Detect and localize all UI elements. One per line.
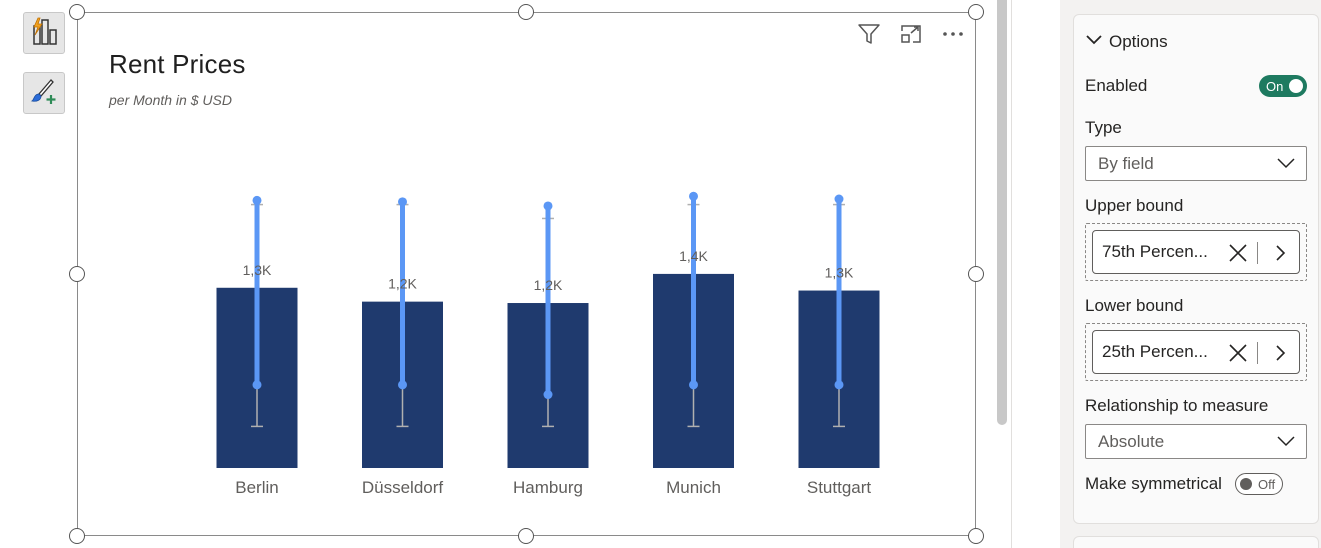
format-visual-icon <box>29 77 59 110</box>
make-symmetrical-toggle[interactable]: Off <box>1235 473 1283 495</box>
type-label: Type <box>1085 118 1122 137</box>
data-label-0: 1,3K <box>243 262 272 278</box>
next-card <box>1073 536 1319 548</box>
data-label-1: 1,2K <box>388 276 417 292</box>
build-visual-icon <box>30 16 58 51</box>
canvas-scrollbar[interactable] <box>997 0 1007 425</box>
error-band-upper-point-0 <box>252 195 262 205</box>
x-tick-label-0: Berlin <box>235 478 278 497</box>
bar-chart-visual[interactable]: 1,3K Berlin 1,2K Düsseldorf 1,2K Hamburg 1,4K M… <box>77 12 976 536</box>
lower-bound-field-pill[interactable]: 25th Percen... <box>1092 330 1300 374</box>
error-band-lower-point-0 <box>252 380 262 390</box>
visual-title: Rent Prices <box>109 49 246 79</box>
x-tick-label-1: Düsseldorf <box>362 478 444 497</box>
lower-bound-label: Lower bound <box>1085 296 1184 315</box>
error-band-lower-point-3 <box>689 380 698 390</box>
x-tick-label-3: Munich <box>666 478 721 497</box>
options-section-header[interactable]: Options <box>1085 32 1168 52</box>
upper-bound-field-pill[interactable]: 75th Percen... <box>1092 230 1300 274</box>
error-band-upper-point-1 <box>398 197 407 207</box>
close-icon[interactable] <box>1227 342 1249 364</box>
resize-handle-bottom[interactable] <box>518 528 534 544</box>
format-visual-button[interactable] <box>23 72 65 114</box>
type-dropdown[interactable]: By field <box>1085 146 1307 181</box>
type-dropdown-value: By field <box>1098 153 1154 173</box>
enabled-label: Enabled <box>1085 76 1148 95</box>
error-band-upper-point-2 <box>543 201 553 211</box>
toggle-knob <box>1289 79 1303 93</box>
upper-bound-field-well[interactable]: 75th Percen... <box>1085 223 1307 281</box>
toggle-knob <box>1240 478 1252 490</box>
chevron-down-icon <box>1085 32 1103 52</box>
chevron-down-icon <box>1276 154 1296 174</box>
chart-area: 1,3K Berlin 1,2K Düsseldorf 1,2K Hamburg 1,4K M… <box>216 191 880 497</box>
more-options-icon[interactable] <box>937 21 969 47</box>
data-label-2: 1,2K <box>534 277 563 293</box>
resize-handle-top-left[interactable] <box>69 4 85 20</box>
filter-icon[interactable] <box>853 21 885 47</box>
chevron-right-icon[interactable] <box>1269 342 1291 364</box>
error-band-upper-point-3 <box>689 191 698 201</box>
data-label-3: 1,4K <box>679 248 708 264</box>
focus-mode-icon[interactable] <box>895 21 927 47</box>
pill-divider <box>1257 242 1258 264</box>
lower-bound-field-well[interactable]: 25th Percen... <box>1085 323 1307 381</box>
close-icon[interactable] <box>1227 242 1249 264</box>
resize-handle-top[interactable] <box>518 4 534 20</box>
error-band-lower-point-2 <box>543 390 553 400</box>
error-band-lower-point-1 <box>398 380 407 390</box>
relationship-dropdown[interactable]: Absolute <box>1085 424 1307 459</box>
lower-bound-field-name: 25th Percen... <box>1102 342 1208 361</box>
visual-subtitle: per Month in $ USD <box>109 92 232 108</box>
error-band-upper-point-4 <box>834 194 844 204</box>
x-tick-label-2: Hamburg <box>513 478 583 497</box>
make-symmetrical-toggle-state: Off <box>1258 476 1276 492</box>
data-label-4: 1,3K <box>825 265 854 281</box>
pane-divider <box>1011 0 1012 548</box>
pill-divider <box>1257 342 1258 364</box>
relationship-dropdown-value: Absolute <box>1098 431 1165 451</box>
upper-bound-field-name: 75th Percen... <box>1102 242 1208 261</box>
chevron-right-icon[interactable] <box>1269 242 1291 264</box>
x-tick-label-4: Stuttgart <box>807 478 872 497</box>
resize-handle-top-right[interactable] <box>968 4 984 20</box>
resize-handle-left[interactable] <box>69 266 85 282</box>
make-symmetrical-label: Make symmetrical <box>1085 474 1222 493</box>
options-header-label: Options <box>1109 32 1168 51</box>
enabled-toggle[interactable]: On <box>1259 75 1307 97</box>
resize-handle-bottom-right[interactable] <box>968 528 984 544</box>
chevron-down-icon <box>1276 432 1296 452</box>
enabled-toggle-state: On <box>1266 78 1284 94</box>
resize-handle-bottom-left[interactable] <box>69 528 85 544</box>
build-visual-button[interactable] <box>23 12 65 54</box>
relationship-label: Relationship to measure <box>1085 396 1269 415</box>
error-band-lower-point-4 <box>834 380 844 390</box>
resize-handle-right[interactable] <box>968 266 984 282</box>
visual-header-toolbar <box>853 21 969 47</box>
upper-bound-label: Upper bound <box>1085 196 1184 215</box>
